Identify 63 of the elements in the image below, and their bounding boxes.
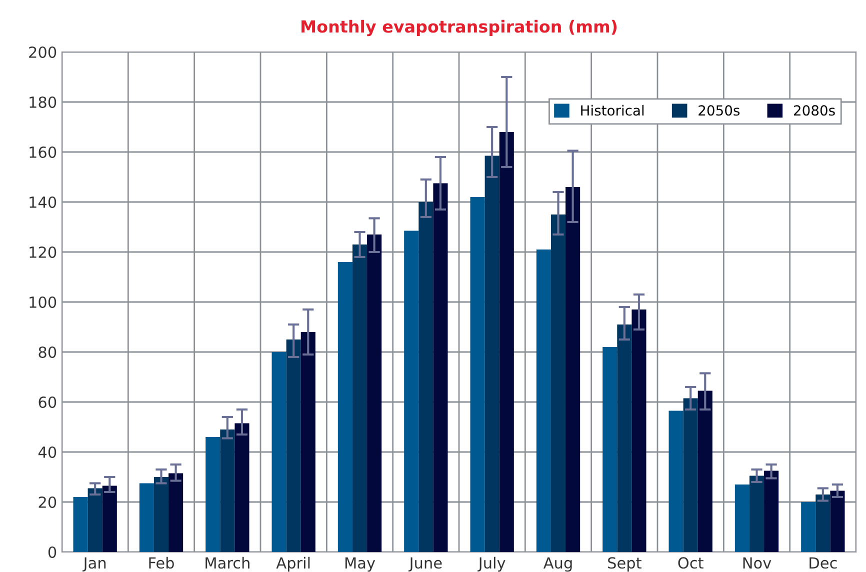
x-tick-label: May: [345, 557, 376, 572]
bar: [220, 430, 235, 552]
legend-label: 2050s: [698, 105, 740, 116]
bar: [88, 488, 102, 552]
bar: [749, 476, 764, 552]
y-tick-label: 140: [30, 196, 56, 208]
chart-title: Monthly evapotranspiration (mm): [302, 20, 617, 36]
bar: [272, 352, 286, 552]
x-tick-label: July: [478, 556, 506, 572]
bar: [683, 398, 698, 552]
bar: [536, 250, 551, 552]
y-tick-label: 160: [30, 146, 56, 158]
bar: [816, 494, 830, 552]
y-tick-label: 200: [29, 46, 56, 58]
x-tick-label: March: [206, 556, 250, 569]
x-tick-label: June: [408, 557, 442, 572]
bar: [433, 183, 448, 552]
bar: [602, 347, 618, 552]
x-tick-label: Sept: [608, 557, 642, 572]
bar: [617, 324, 632, 552]
bar: [566, 187, 580, 552]
bar: [830, 490, 845, 552]
bar: [550, 214, 566, 552]
bar: [154, 477, 169, 552]
y-tick-label: 180: [30, 96, 56, 108]
bar: [300, 332, 316, 552]
bar: [338, 262, 352, 552]
x-tick-label: Oct: [678, 557, 704, 569]
y-tick-label: 40: [38, 446, 56, 458]
x-tick-label: Jan: [82, 557, 106, 572]
y-tick-label: 0: [48, 546, 56, 558]
legend-label: Historical: [581, 104, 644, 116]
bar: [168, 473, 184, 552]
bar: [352, 244, 368, 552]
x-tick-label: Feb: [149, 556, 174, 569]
bar: [404, 230, 419, 552]
x-tick-label: Nov: [743, 557, 772, 569]
bar: [73, 497, 88, 552]
x-tick-label: Dec: [810, 557, 837, 569]
bar: [234, 423, 250, 552]
bar: [698, 390, 712, 552]
bar: [470, 197, 485, 552]
bar: [668, 410, 684, 552]
y-tick-label: 60: [38, 396, 56, 408]
bar: [499, 132, 514, 552]
bar: [418, 202, 434, 552]
bar: [206, 437, 220, 552]
bar: [367, 234, 382, 552]
bar: [801, 502, 816, 552]
x-tick-label: Aug: [543, 557, 572, 572]
y-tick-label: 120: [30, 246, 56, 258]
x-tick-label: April: [276, 556, 310, 572]
bar: [734, 484, 750, 552]
bar: [764, 470, 779, 552]
bar: [102, 486, 117, 552]
bar: [139, 483, 154, 552]
y-tick-label: 80: [38, 346, 56, 358]
bar: [286, 340, 301, 552]
legend-label: 2080s: [794, 105, 835, 116]
y-tick-label: 100: [30, 296, 56, 308]
bar: [484, 156, 500, 552]
y-tick-label: 20: [38, 496, 56, 508]
bar: [632, 310, 646, 552]
